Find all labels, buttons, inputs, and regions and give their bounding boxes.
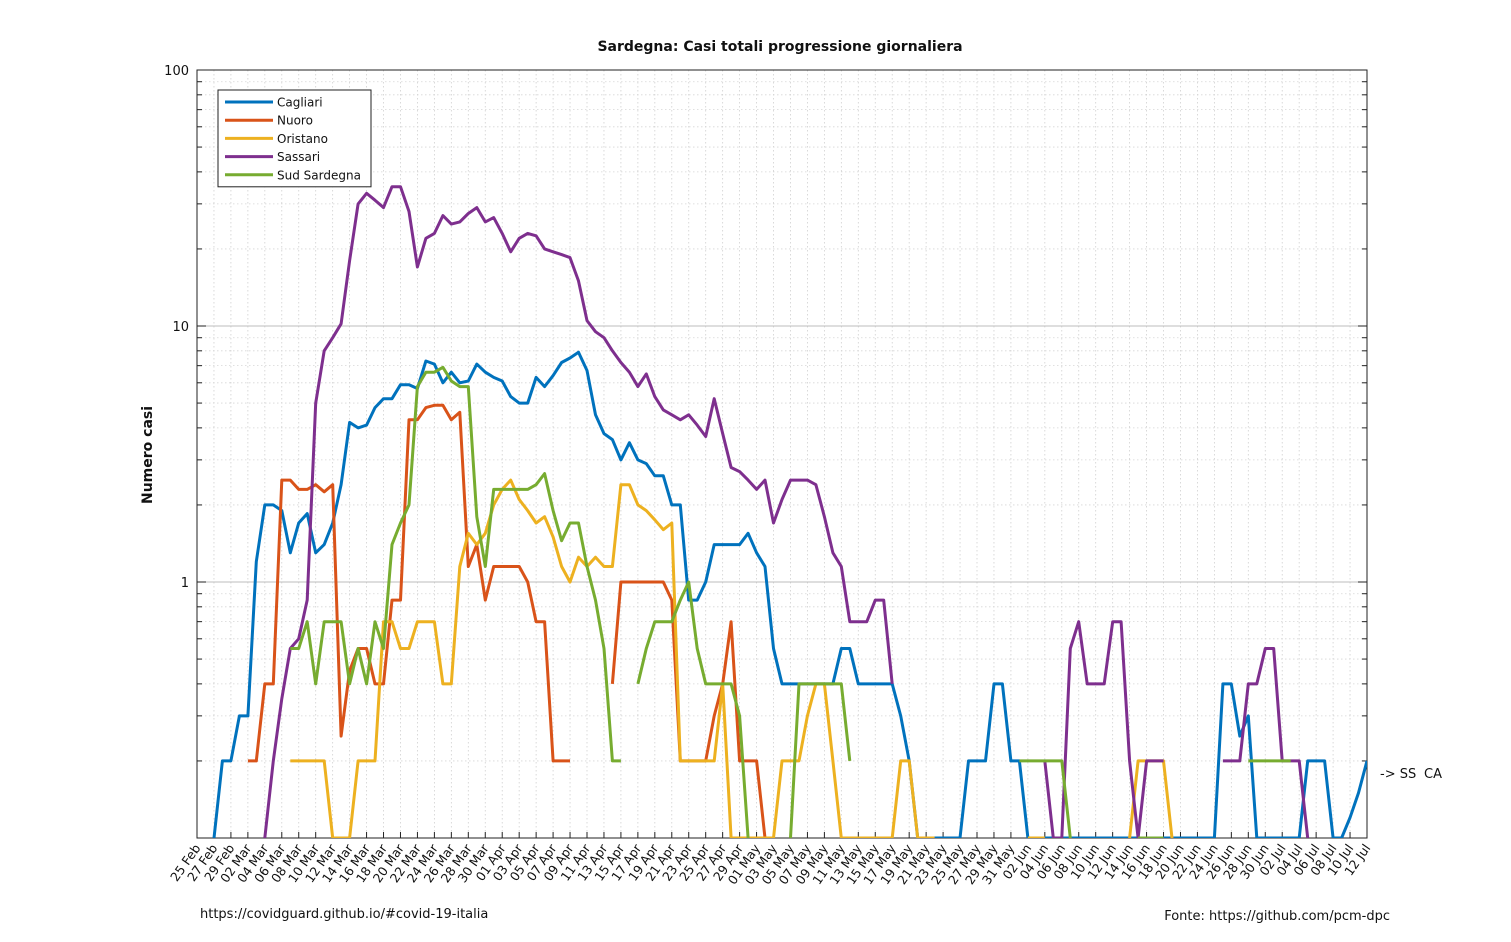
legend-label-sassari: Sassari xyxy=(277,150,320,164)
grid xyxy=(196,70,1368,839)
series-layer xyxy=(212,185,1367,838)
legend-label-cagliari: Cagliari xyxy=(277,96,323,110)
series-line-oristano xyxy=(290,478,935,838)
series-cagliari xyxy=(212,350,1367,838)
legend-label-oristano: Oristano xyxy=(277,132,328,146)
series-line-sud-sardegna xyxy=(290,365,621,763)
series-line-sud-sardegna xyxy=(1019,759,1072,838)
legend-label-nuoro: Nuoro xyxy=(277,114,313,128)
series-line-sassari xyxy=(1222,647,1310,838)
series-line-sud-sardegna xyxy=(636,580,750,838)
series-oristano xyxy=(290,478,1174,838)
series-sud-sardegna xyxy=(290,365,1291,838)
series-sassari xyxy=(263,185,1310,838)
legend-label-sud-sardegna: Sud Sardegna xyxy=(277,168,361,182)
series-line-nuoro xyxy=(247,403,570,763)
footer-data-source: Fonte: https://github.com/pcm-dpc xyxy=(1164,909,1390,924)
end-label-ss: -> SS xyxy=(1380,767,1416,782)
chart-title: Sardegna: Casi totali progressione giorn… xyxy=(597,39,962,55)
plot-frame xyxy=(196,69,1368,839)
footer-source-link: https://covidguard.github.io/#covid-19-i… xyxy=(200,907,488,922)
series-line-sud-sardegna xyxy=(789,682,852,838)
series-line-sassari xyxy=(263,185,894,838)
y-tick-label: 100 xyxy=(164,64,189,79)
legend: Cagliari Nuoro Oristano Sassari Sud Sardegna xyxy=(217,89,372,188)
end-label-ca: CA xyxy=(1424,767,1442,782)
series-line-sassari xyxy=(1043,620,1164,838)
y-tick-label: 10 xyxy=(172,320,189,335)
y-axis-ticks: 1 10 100 xyxy=(164,64,1367,839)
y-tick-label: 1 xyxy=(181,576,189,591)
y-axis-label: Numero casi xyxy=(140,406,156,504)
series-line-cagliari xyxy=(212,350,1367,838)
